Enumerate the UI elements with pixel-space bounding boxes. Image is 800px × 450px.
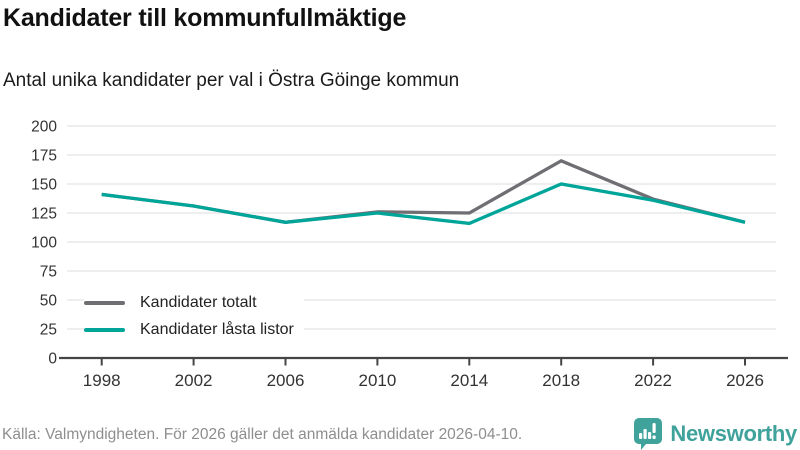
svg-text:2006: 2006 [267,371,305,390]
svg-text:50: 50 [40,293,58,310]
svg-text:75: 75 [40,264,57,281]
svg-text:150: 150 [31,177,57,194]
svg-text:2018: 2018 [542,371,580,390]
svg-text:0: 0 [48,351,57,368]
newsworthy-logo-icon [634,418,663,450]
legend-swatch-totalt [84,300,125,305]
chart-title: Kandidater till kommunfullmäktige [3,4,407,32]
svg-text:25: 25 [40,322,57,339]
logo-bars [639,423,657,439]
x-axis: 1998 2002 2006 2010 2014 2018 2022 2026 [59,356,788,390]
svg-text:2022: 2022 [634,371,672,390]
svg-text:2010: 2010 [358,371,396,390]
legend-item-totalt: Kandidater totalt [84,289,304,316]
gridlines [67,125,776,330]
legend-label-lasta-listor: Kandidater låsta listor [140,320,294,338]
svg-text:2014: 2014 [450,371,488,390]
legend: Kandidater totalt Kandidater låsta listo… [84,289,304,343]
y-axis-labels: 0 25 50 75 100 125 150 175 200 [31,119,57,368]
chart-subtitle: Antal unika kandidater per val i Östra G… [3,70,460,91]
svg-text:200: 200 [31,119,57,136]
svg-text:2002: 2002 [175,371,213,390]
svg-text:100: 100 [31,235,57,252]
svg-text:1998: 1998 [83,371,121,390]
svg-text:2026: 2026 [726,371,764,390]
source-note: Källa: Valmyndigheten. För 2026 gäller d… [2,426,523,443]
series-kandidater-l-sta-listor [101,182,746,226]
newsworthy-logo-text: Newsworthy [670,421,797,446]
svg-text:175: 175 [31,148,57,165]
legend-swatch-lasta-listor [84,327,125,332]
newsworthy-logo: Newsworthy [634,418,797,450]
footer: Källa: Valmyndigheten. För 2026 gäller d… [0,416,800,450]
legend-item-lasta-listor: Kandidater låsta listor [84,316,304,343]
svg-text:125: 125 [31,206,57,223]
legend-label-totalt: Kandidater totalt [140,293,257,311]
